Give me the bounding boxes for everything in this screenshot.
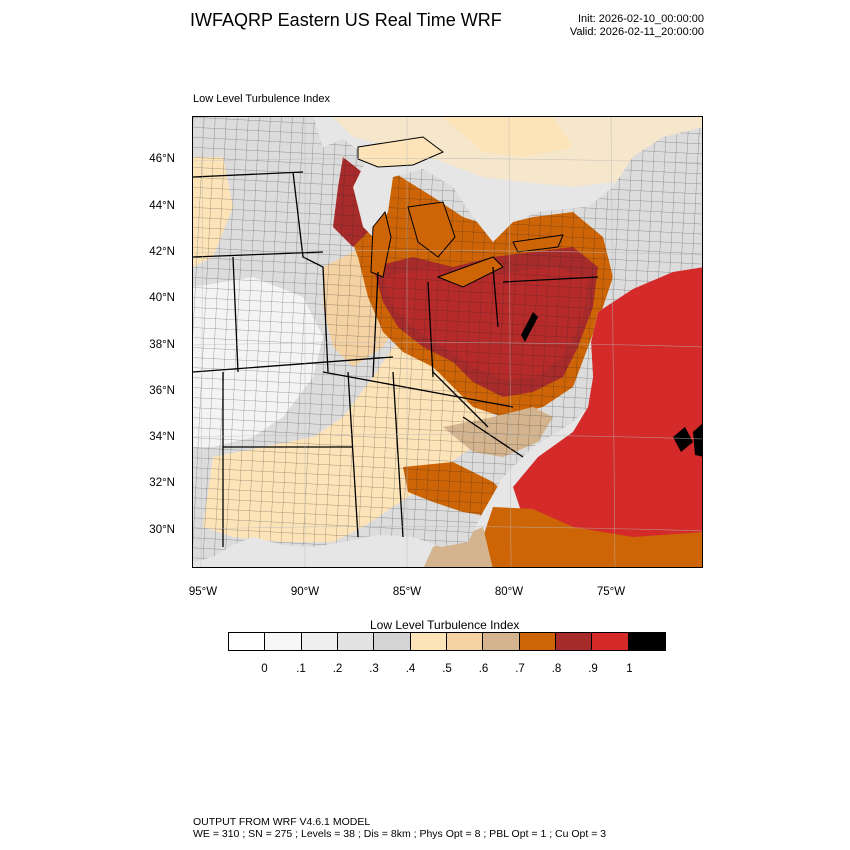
lat-label: 32°N — [149, 477, 175, 489]
lake-huron — [407, 201, 456, 258]
map-title: IWFAQRP Eastern US Real Time WRF — [190, 10, 502, 30]
colorbar-cell — [374, 633, 411, 650]
colorbar-label: .1 — [296, 663, 306, 675]
model-version: OUTPUT FROM WRF V4.6.1 MODEL — [193, 816, 371, 828]
graticule — [193, 117, 702, 567]
colorbar-label: .8 — [551, 663, 562, 675]
lon-label: 95°W — [188, 586, 218, 598]
map-panel — [192, 116, 703, 568]
lat-label: 34°N — [149, 431, 175, 443]
colorbar-label: .4 — [405, 663, 416, 675]
lon-label: 90°W — [290, 586, 320, 598]
colorbar-label: .3 — [369, 663, 379, 675]
colorbar-cell — [446, 633, 484, 650]
colorbar — [228, 632, 666, 651]
run-times: Init: 2026-02-10_00:00:00 Valid: 2026-02… — [570, 13, 704, 39]
colorbar-cell — [410, 633, 447, 650]
lake-michigan — [370, 210, 392, 278]
gulf-tan-region — [423, 527, 493, 567]
lat-label: 44°N — [149, 200, 175, 212]
atlantic-orange-band — [483, 507, 702, 567]
canada-tan-region — [443, 117, 573, 157]
colorbar-label: .6 — [478, 663, 489, 675]
model-info: OUTPUT FROM WRF V4.6.1 MODEL WE = 310 ; … — [193, 816, 606, 840]
colorbar-cell — [301, 633, 338, 650]
lat-label: 40°N — [149, 292, 175, 304]
init-time: Init: 2026-02-10_00:00:00 — [578, 13, 704, 25]
field-label: Low Level Turbulence Index — [193, 93, 330, 105]
lon-label: 75°W — [596, 586, 626, 598]
colorbar-cell — [555, 633, 593, 650]
valid-time: Valid: 2026-02-11_20:00:00 — [569, 26, 704, 38]
model-config: WE = 310 ; SN = 275 ; Levels = 38 ; Dis … — [193, 828, 607, 840]
lon-label: 80°W — [494, 586, 524, 598]
lat-label: 30°N — [149, 524, 175, 536]
state-borders — [193, 171, 599, 547]
atlantic-high-region — [513, 247, 702, 547]
lake-superior — [357, 136, 444, 168]
colorbar-label: .7 — [515, 663, 525, 675]
colorbar-label: 1 — [626, 663, 633, 675]
colorbar-cell — [337, 633, 375, 650]
colorbar-label: .5 — [442, 663, 452, 675]
lake-erie — [436, 256, 504, 288]
colorbar-label: .9 — [588, 663, 598, 675]
colorbar-cell — [519, 633, 556, 650]
colorbar-cell — [628, 633, 665, 650]
colorbar-cell — [483, 633, 520, 650]
offshore-peak-1 — [673, 427, 693, 452]
colorbar-cell — [229, 633, 266, 650]
lat-label: 36°N — [149, 385, 175, 397]
lat-label: 42°N — [149, 246, 175, 258]
colorbar-label: .2 — [332, 663, 343, 675]
colorbar-label: 0 — [261, 663, 268, 675]
lat-label: 38°N — [149, 339, 175, 351]
appalachian-peak — [521, 312, 538, 342]
offshore-peak-2 — [693, 423, 702, 457]
colorbar-cell — [265, 633, 302, 650]
lat-label: 46°N — [149, 153, 175, 165]
colorbar-title: Low Level Turbulence Index — [370, 618, 520, 632]
colorbar-cell — [592, 633, 629, 650]
turbulence-map — [193, 117, 702, 567]
lake-ontario — [512, 234, 564, 253]
lon-label: 85°W — [392, 586, 422, 598]
